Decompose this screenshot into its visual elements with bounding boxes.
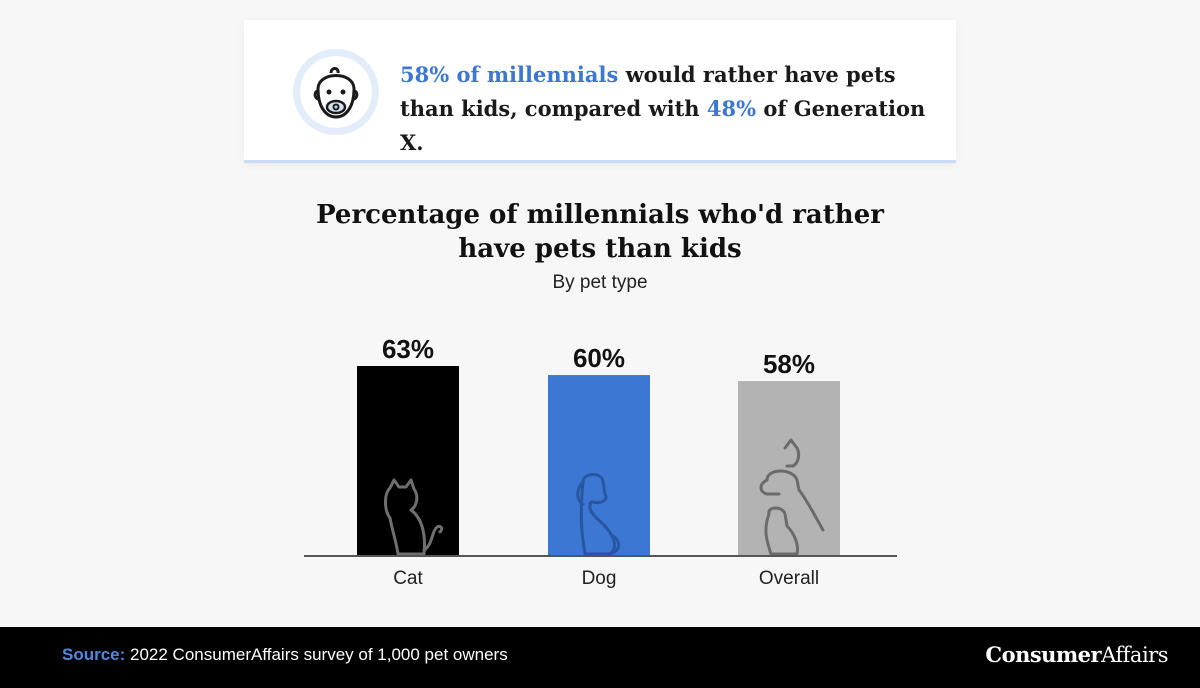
- source-label: Source:: [62, 645, 126, 664]
- bar-dog: [548, 375, 650, 556]
- callout-text-part: of Generation X.: [400, 96, 926, 155]
- bar-chart: 63% Cat 60% Dog 58% Overall: [304, 334, 897, 589]
- value-label: 60%: [573, 343, 625, 373]
- callout-text-part: would rather have pets than kids, compar…: [400, 62, 896, 121]
- cat-icon: [384, 478, 444, 556]
- callout-highlight-genx: 48%: [706, 96, 757, 121]
- category-label: Overall: [759, 568, 819, 589]
- value-label: 58%: [763, 349, 815, 379]
- pets-group-icon: [759, 438, 825, 556]
- callout-highlight-millennials: 58% of millennials: [400, 62, 619, 87]
- chart-title: Percentage of millennials who'd rather h…: [316, 200, 884, 264]
- source-text: 2022 ConsumerAffairs survey of 1,000 pet…: [125, 645, 508, 664]
- brand-part-affairs: Affairs: [1101, 643, 1168, 667]
- brand-part-consumer: Consumer: [985, 642, 1102, 667]
- brand-logo: ConsumerAffairs: [985, 642, 1168, 667]
- dog-icon: [576, 473, 621, 556]
- source-note: Source: 2022 ConsumerAffairs survey of 1…: [62, 645, 508, 665]
- footer: Source: 2022 ConsumerAffairs survey of 1…: [0, 627, 1200, 688]
- baby-icon: [293, 49, 379, 135]
- value-label: 63%: [382, 334, 434, 364]
- category-label: Cat: [393, 568, 423, 589]
- callout-text: 58% of millennials would rather have pet…: [400, 58, 940, 160]
- bar-cat: [357, 366, 459, 556]
- stat-callout: 58% of millennials would rather have pet…: [244, 20, 956, 163]
- chart-subtitle: By pet type: [552, 272, 648, 293]
- category-label: Dog: [582, 568, 617, 589]
